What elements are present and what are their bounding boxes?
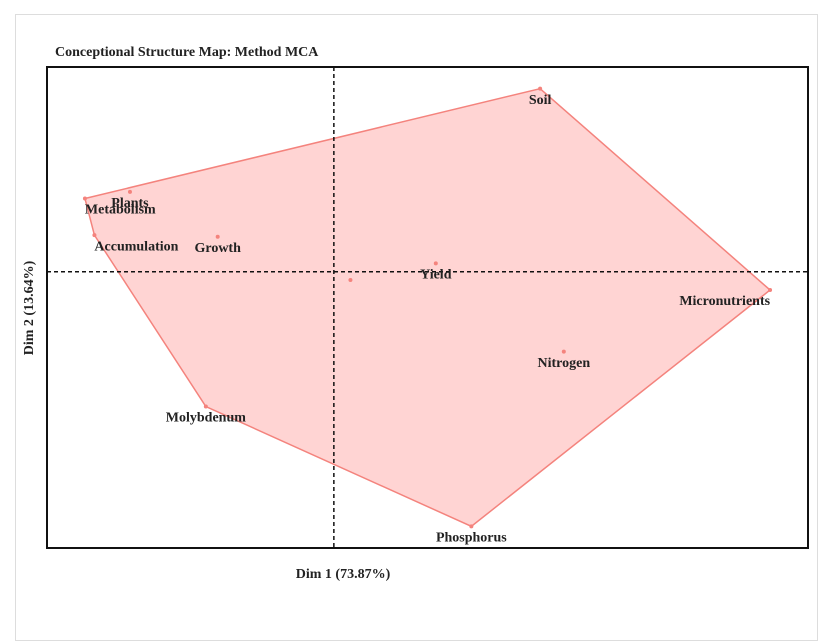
point xyxy=(768,288,773,293)
point xyxy=(82,196,87,201)
point xyxy=(538,86,543,91)
point xyxy=(348,278,353,283)
plot-border xyxy=(46,66,809,549)
point-label: Accumulation xyxy=(94,239,178,254)
point-label: Growth xyxy=(194,241,241,256)
point xyxy=(561,349,566,354)
point xyxy=(127,189,132,194)
point-label: Soil xyxy=(529,93,552,108)
y-axis-label: Dim 2 (13.64%) xyxy=(22,260,37,355)
cluster-hull xyxy=(84,87,772,528)
point-label: Plants xyxy=(111,196,149,211)
point xyxy=(215,234,220,239)
point xyxy=(92,233,97,238)
point xyxy=(203,404,208,409)
point xyxy=(433,261,438,266)
point-label: Phosphorus xyxy=(436,531,507,546)
chart-title: Conceptional Structure Map: Method MCA xyxy=(55,45,319,60)
point xyxy=(469,524,474,529)
point-label: Molybdenum xyxy=(166,411,246,426)
x-axis-label: Dim 1 (73.87%) xyxy=(296,567,391,582)
point-label: Nitrogen xyxy=(538,356,591,371)
point-label: Micronutrients xyxy=(679,294,770,309)
point-label: Metabolism xyxy=(85,203,156,218)
point-label: Yield xyxy=(420,268,452,283)
